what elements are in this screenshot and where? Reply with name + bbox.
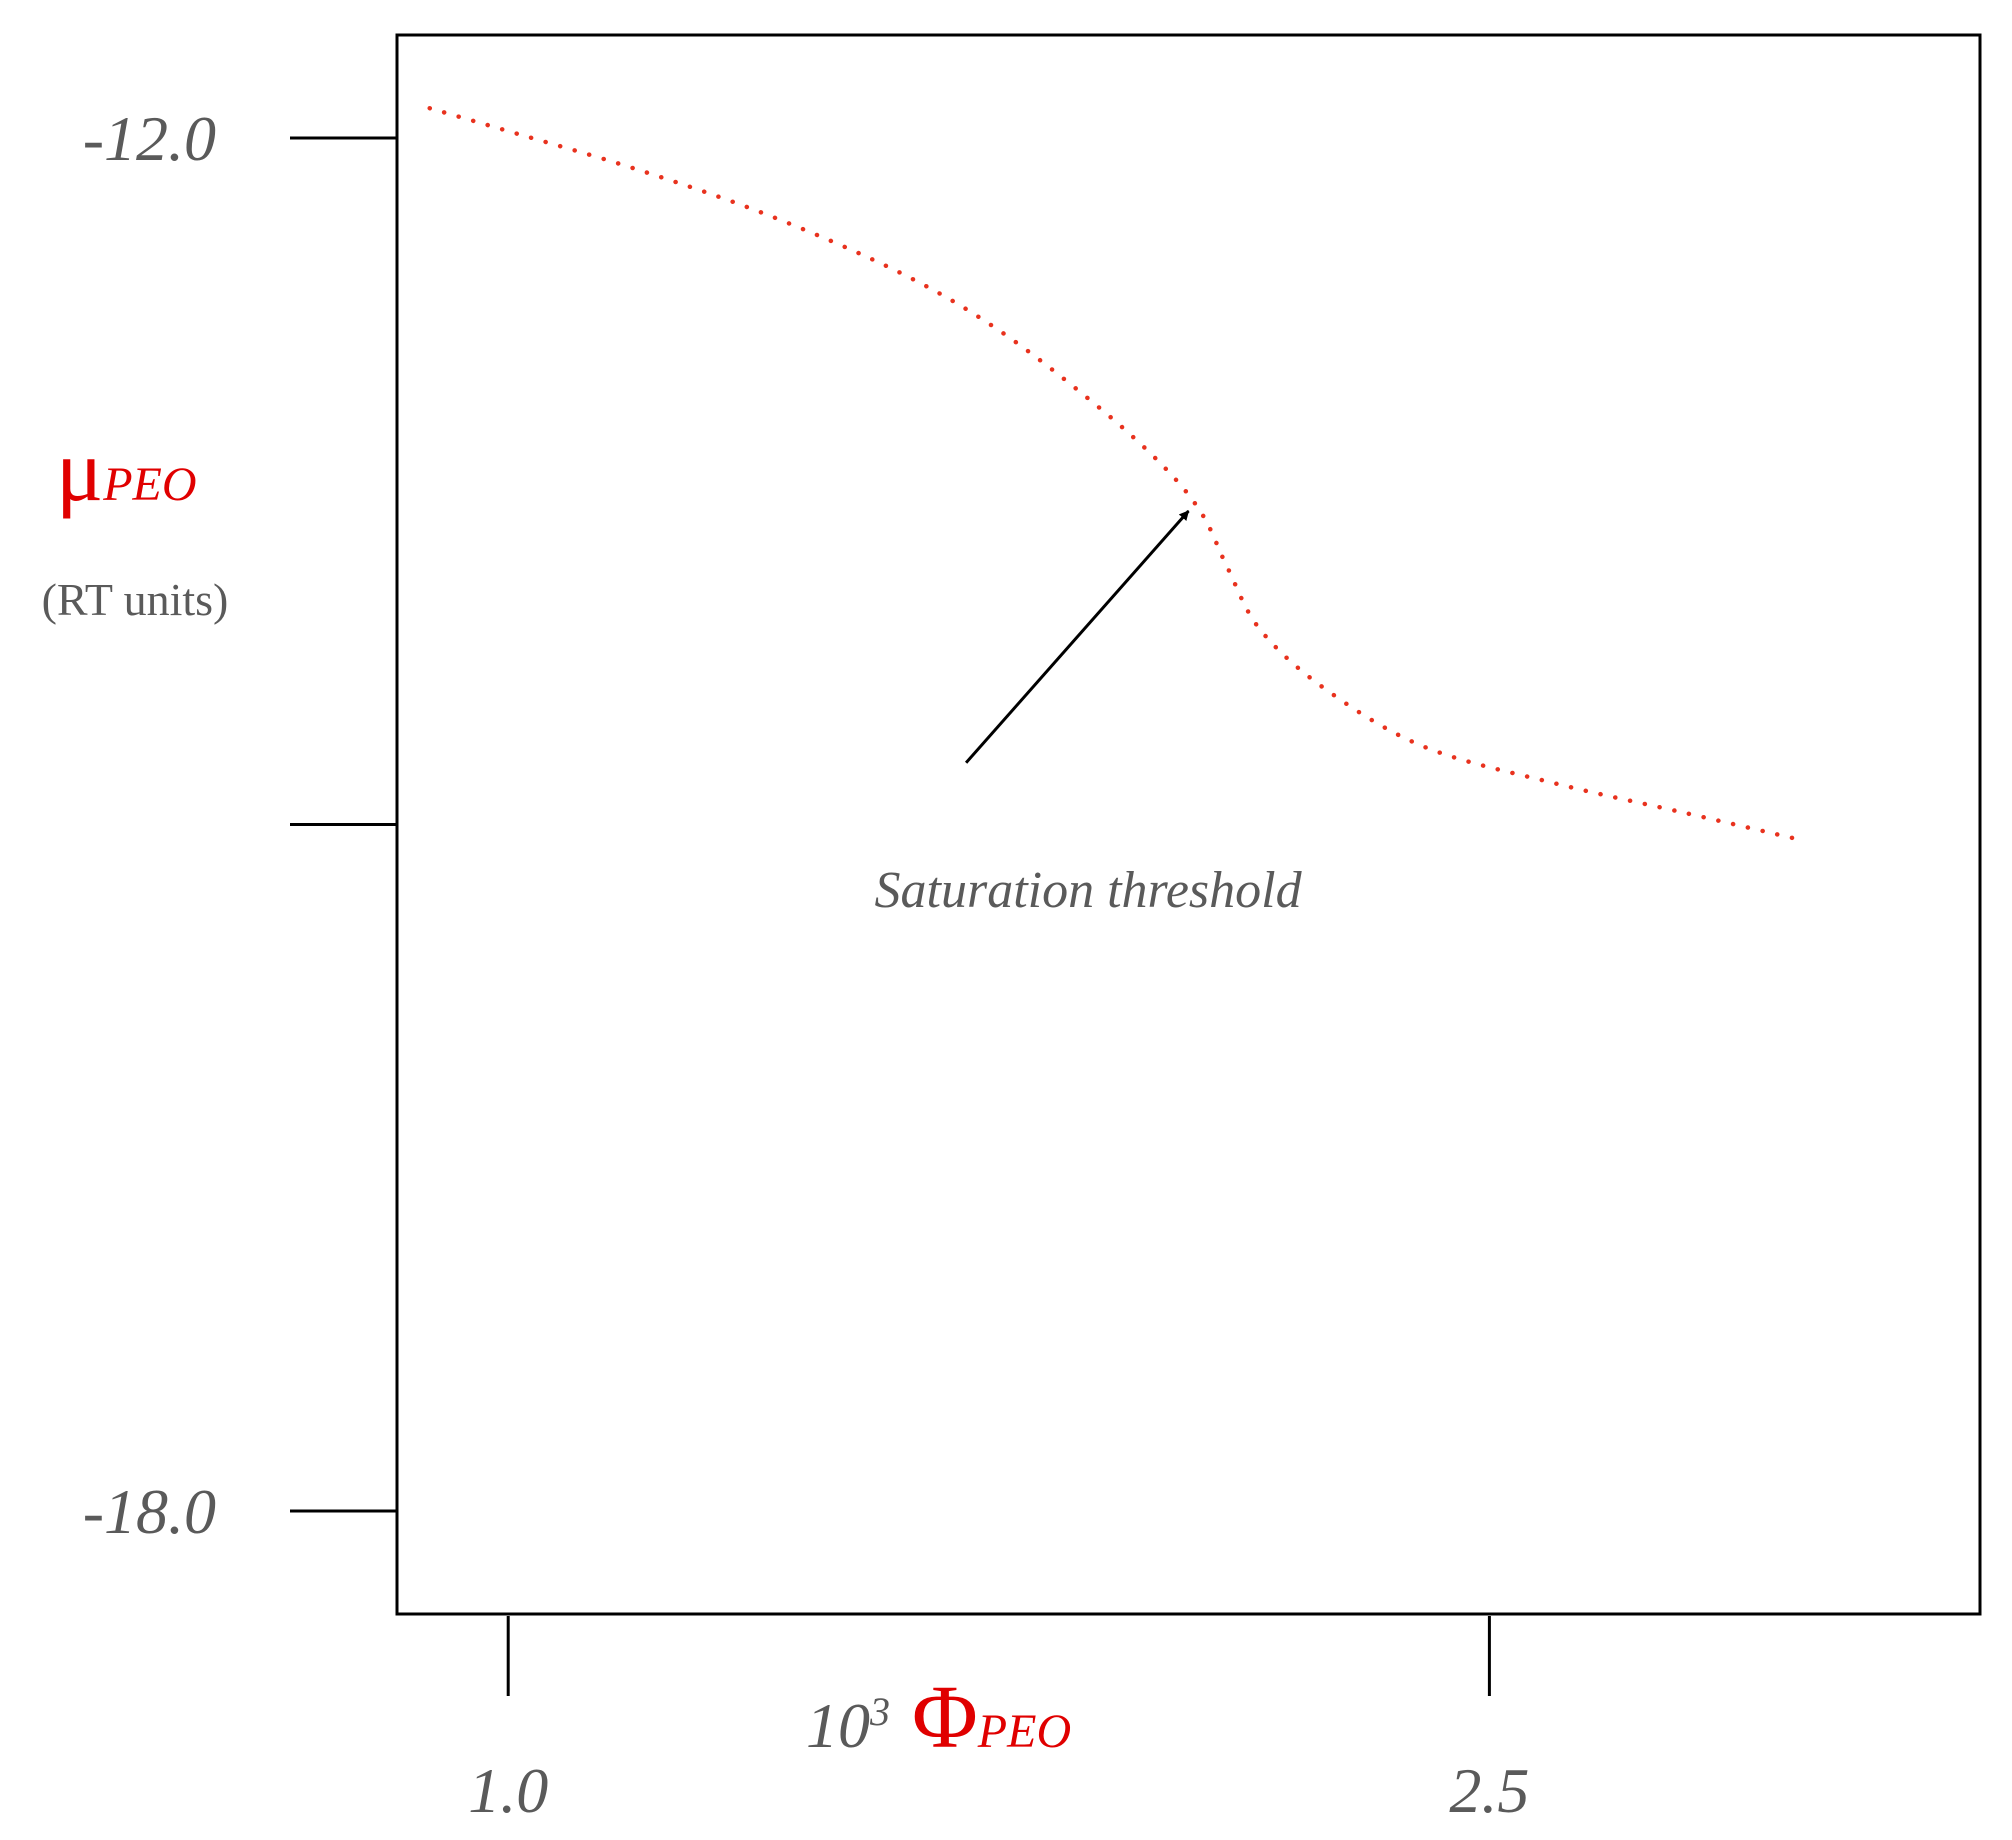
x-tick-label: 1.0 bbox=[468, 1755, 548, 1826]
x-axis-label: 103 ΦPEO bbox=[806, 1668, 1071, 1767]
annotation-label: Saturation threshold bbox=[875, 862, 1303, 919]
y-axis-units: (RT units) bbox=[42, 574, 229, 625]
x-tick-label: 2.5 bbox=[1449, 1755, 1529, 1826]
data-series-line bbox=[427, 105, 1806, 843]
plot-frame bbox=[395, 33, 1982, 1616]
y-tick-label: -12.0 bbox=[83, 103, 216, 174]
y-tick-label: -18.0 bbox=[83, 1476, 216, 1547]
annotation-arrow bbox=[964, 509, 1190, 764]
y-axis-label: μPEO bbox=[56, 423, 197, 520]
